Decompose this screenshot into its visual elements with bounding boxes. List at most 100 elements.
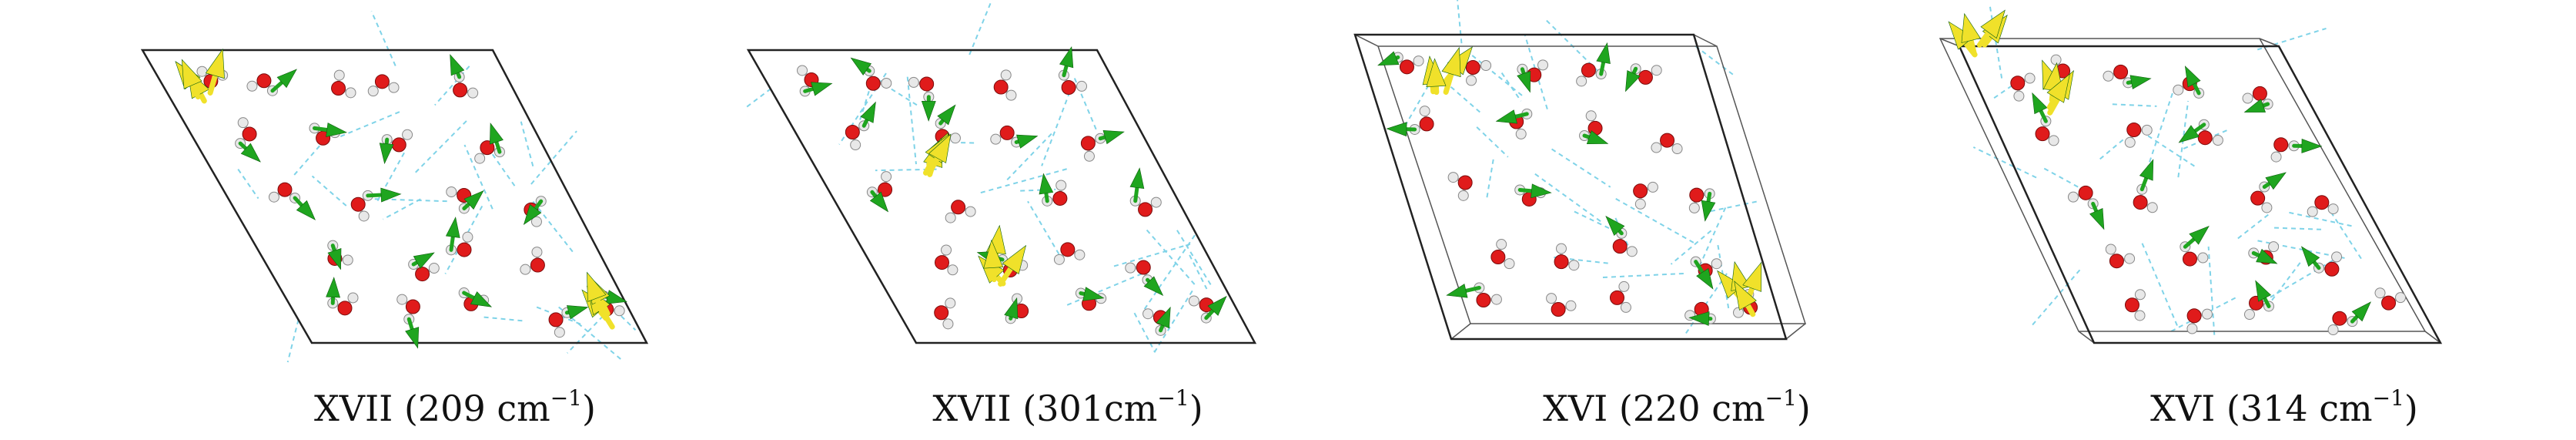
hydrogen-atom: [1496, 239, 1507, 250]
green-arrow-head: [276, 69, 297, 89]
hydrogen-atom: [1413, 55, 1424, 67]
hydrogen-atom: [1055, 180, 1067, 191]
oxygen-atom: [1609, 290, 1624, 305]
oxygen-atom: [242, 126, 257, 142]
green-arrow-head: [1143, 276, 1164, 297]
hydrogen-atom: [2134, 289, 2146, 301]
hydrogen-atom: [2124, 253, 2136, 264]
green-arrow-head: [1082, 287, 1105, 301]
green-arrow-head: [2032, 92, 2048, 115]
hydrogen-bond: [413, 120, 467, 175]
hydrogen-bond: [463, 144, 493, 210]
hydrogen-atom: [1005, 89, 1017, 101]
oxygen-atom: [1660, 133, 1675, 148]
oxygen-atom: [405, 299, 420, 314]
hydrogen-atom: [945, 297, 956, 309]
oxygen-atom: [2250, 190, 2266, 206]
caption-text: XVII (209 cm: [314, 388, 550, 429]
hydrogen-atom: [367, 86, 379, 97]
hydrogen-atom: [1688, 202, 1700, 213]
cell-side-edge: [1785, 323, 1806, 340]
oxygen-atom: [2324, 261, 2340, 277]
hydrogen-bond: [906, 76, 917, 165]
green-arrow-head: [2129, 75, 2152, 89]
oxygen-atom: [1554, 254, 1569, 270]
oxygen-atom: [934, 255, 949, 270]
hydrogen-bond: [980, 167, 1069, 194]
oxygen-atom: [2273, 137, 2289, 153]
hydrogen-atom: [237, 117, 249, 129]
panel-xvii-209: [140, 11, 649, 363]
hydrogen-bond: [2031, 269, 2081, 327]
green-arrow-head: [567, 305, 589, 320]
green-arrow-head: [811, 82, 833, 96]
hydrogen-atom: [2201, 308, 2213, 320]
hydrogen-atom: [1634, 198, 1646, 210]
hydrogen-atom: [1651, 65, 1662, 76]
green-arrow-head: [2265, 172, 2287, 190]
oxygen-atom: [2078, 185, 2093, 200]
green-arrow-head: [1102, 129, 1125, 145]
caption-text: XVI (314 cm: [2150, 388, 2373, 429]
oxygen-atom: [350, 196, 366, 212]
hydrogen-atom: [474, 153, 486, 164]
green-arrow-head: [2256, 248, 2278, 264]
hydrogen-bond: [237, 169, 259, 200]
hydrogen-atom: [1466, 75, 1477, 86]
hydrogen-bond: [1710, 200, 1759, 213]
oxygen-atom: [2332, 311, 2347, 326]
oxygen-atom: [1419, 116, 1434, 132]
green-arrow-head: [326, 277, 341, 298]
hydrogen-atom: [396, 294, 408, 305]
hydrogen-atom: [2268, 241, 2280, 253]
hydrogen-atom: [942, 318, 954, 330]
oxygen-atom: [453, 82, 468, 98]
green-arrow-head: [326, 123, 348, 137]
oxygen-atom: [337, 301, 353, 316]
green-arrow-head: [2243, 99, 2266, 113]
hydrogen-bond: [1551, 148, 1611, 188]
hydrogen-atom: [1142, 308, 1154, 320]
green-arrow-head: [1605, 215, 1625, 237]
cell-side-edge: [1939, 38, 1960, 47]
yellow-arrow-head: [1441, 46, 1461, 78]
hydrogen-atom: [1732, 307, 1744, 318]
oxygen-atom: [919, 76, 935, 92]
caption-panel-4: XVI (314 cm−1): [2015, 381, 2554, 435]
hydrogen-atom: [1083, 150, 1095, 162]
hydrogen-bond: [2289, 211, 2353, 227]
hydrogen-bond: [1006, 132, 1053, 181]
hydrogen-atom: [2013, 90, 2025, 102]
hydrogen-bond: [2262, 256, 2339, 303]
green-arrow-head: [1039, 173, 1054, 195]
hydrogen-atom: [2134, 310, 2146, 321]
hydrogen-bond: [444, 205, 483, 274]
hydrogen-atom: [1076, 80, 1088, 92]
oxygen-atom: [2113, 64, 2129, 79]
hydrogen-atom: [965, 206, 976, 217]
hydrogen-atom: [990, 133, 1002, 145]
hydrogen-atom: [1457, 190, 1469, 201]
oxygen-atom: [1399, 59, 1414, 75]
hydrogen-atom: [2331, 251, 2343, 263]
green-arrow-head: [405, 327, 420, 349]
oxygen-atom: [2381, 295, 2397, 311]
yellow-arrow-head: [1980, 9, 2006, 39]
green-arrow-head: [2184, 65, 2201, 88]
hydrogen-bond: [1534, 173, 1603, 223]
oxygen-atom: [1052, 190, 1068, 206]
hydrogen-atom: [2327, 324, 2339, 336]
hydrogen-atom: [1711, 258, 1722, 270]
green-arrow-head: [413, 252, 435, 269]
oxygen-atom: [1476, 293, 1491, 308]
green-arrow-head: [1531, 183, 1552, 199]
cell-side-edge: [1693, 34, 1718, 47]
hydrogen-bond: [2112, 103, 2157, 107]
hydrogen-bond: [2257, 240, 2345, 259]
hydrogen-bond: [1476, 126, 1509, 158]
hydrogen-atom: [947, 264, 958, 276]
green-arrow-head: [850, 57, 871, 76]
yellow-arrow-head: [1948, 21, 1974, 50]
hydrogen-bond: [567, 315, 604, 354]
yellow-arrow-head: [928, 133, 952, 163]
